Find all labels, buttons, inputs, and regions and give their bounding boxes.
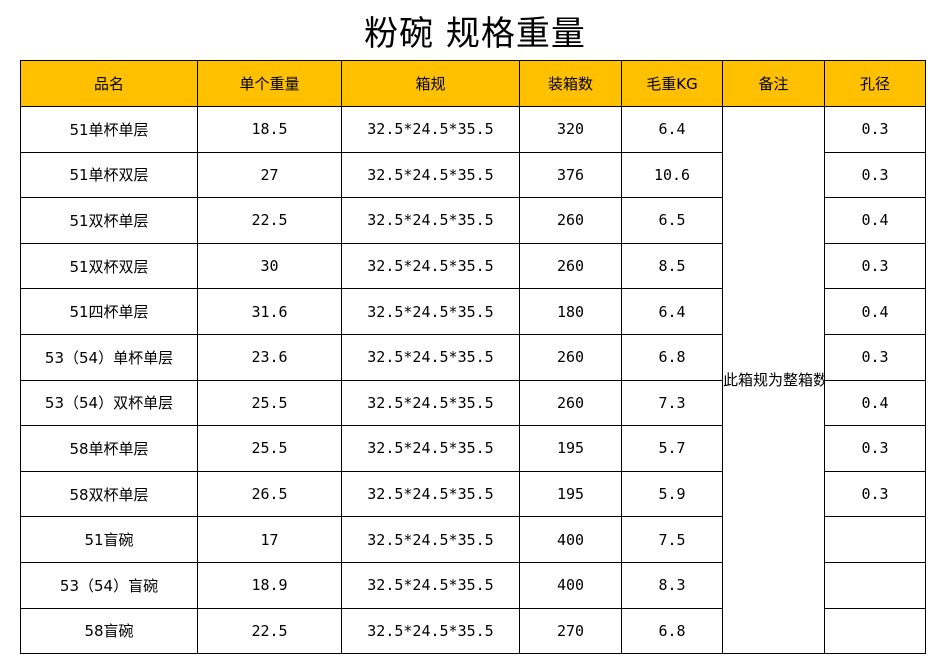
cell-hole-size: 0.3	[824, 425, 926, 472]
cell-gross-weight: 8.3	[621, 561, 723, 609]
cell-name: 51四杯单层	[20, 288, 198, 335]
cell-hole-size	[824, 561, 926, 609]
cell-gross-weight: 10.6	[621, 151, 723, 199]
table-row: 51双杯双层 30 32.5*24.5*35.5 260 8.5 0.3	[20, 242, 926, 290]
page-title: 粉碗 规格重量	[364, 14, 586, 54]
cell-unit-weight: 25.5	[197, 379, 342, 427]
cell-name: 53（54）单杯单层	[20, 333, 198, 381]
cell-name: 53（54）双杯单层	[20, 379, 198, 427]
table-row: 58双杯单层 26.5 32.5*24.5*35.5 195 5.9 0.3	[20, 470, 926, 518]
cell-gross-weight: 8.5	[621, 242, 723, 290]
table-row: 58盲碗 22.5 32.5*24.5*35.5 270 6.8	[20, 607, 926, 655]
cell-box-count: 376	[519, 151, 622, 199]
cell-hole-size: 0.4	[824, 197, 926, 244]
cell-unit-weight: 26.5	[197, 470, 342, 518]
table-row: 53（54）单杯单层 23.6 32.5*24.5*35.5 260 6.8 0.3	[20, 333, 926, 381]
cell-hole-size: 0.3	[824, 106, 926, 153]
cell-hole-size: 0.4	[824, 379, 926, 427]
cell-unit-weight: 18.9	[197, 561, 342, 609]
table-row: 51单杯双层 27 32.5*24.5*35.5 376 10.6 0.3	[20, 151, 926, 199]
cell-hole-size	[824, 607, 926, 655]
cell-gross-weight: 6.4	[621, 288, 723, 335]
cell-box-count: 400	[519, 561, 622, 609]
table-row: 51双杯单层 22.5 32.5*24.5*35.5 260 6.5 0.4	[20, 197, 926, 244]
cell-hole-size: 0.3	[824, 333, 926, 381]
table-row: 51四杯单层 31.6 32.5*24.5*35.5 180 6.4 0.4	[20, 288, 926, 335]
cell-unit-weight: 25.5	[197, 425, 342, 472]
cell-gross-weight: 6.5	[621, 197, 723, 244]
header-hole-size: 孔径	[824, 60, 926, 107]
cell-box-size: 32.5*24.5*35.5	[341, 288, 520, 335]
header-note: 备注	[722, 60, 825, 107]
cell-box-size: 32.5*24.5*35.5	[341, 607, 520, 655]
cell-gross-weight: 5.7	[621, 425, 723, 472]
cell-unit-weight: 17	[197, 516, 342, 563]
cell-unit-weight: 22.5	[197, 197, 342, 244]
table-row: 53（54）双杯单层 25.5 32.5*24.5*35.5 260 7.3 0.4	[20, 379, 926, 427]
cell-hole-size	[824, 516, 926, 563]
cell-name: 51盲碗	[20, 516, 198, 563]
header-name: 品名	[20, 60, 198, 107]
cell-box-count: 195	[519, 470, 622, 518]
cell-name: 51双杯单层	[20, 197, 198, 244]
cell-name: 58双杯单层	[20, 470, 198, 518]
cell-box-size: 32.5*24.5*35.5	[341, 197, 520, 244]
cell-unit-weight: 27	[197, 151, 342, 199]
cell-gross-weight: 5.9	[621, 470, 723, 518]
cell-box-size: 32.5*24.5*35.5	[341, 151, 520, 199]
cell-unit-weight: 22.5	[197, 607, 342, 655]
table-row: 53（54）盲碗 18.9 32.5*24.5*35.5 400 8.3	[20, 561, 926, 609]
cell-box-size: 32.5*24.5*35.5	[341, 425, 520, 472]
cell-name: 51单杯单层	[20, 106, 198, 153]
cell-box-size: 32.5*24.5*35.5	[341, 106, 520, 153]
cell-box-size: 32.5*24.5*35.5	[341, 561, 520, 609]
table-row: 51单杯单层18.532.5*24.5*35.53206.4此箱规为整箱数无独立…	[20, 105, 926, 655]
header-row: 品名 单个重量 箱规 装箱数 毛重KG 备注 孔径	[20, 60, 926, 107]
cell-box-size: 32.5*24.5*35.5	[341, 242, 520, 290]
cell-box-size: 32.5*24.5*35.5	[341, 333, 520, 381]
cell-unit-weight: 31.6	[197, 288, 342, 335]
cell-box-count: 260	[519, 242, 622, 290]
table-row: 58单杯单层 25.5 32.5*24.5*35.5 195 5.7 0.3	[20, 425, 926, 472]
cell-unit-weight: 18.5	[197, 106, 342, 153]
spec-table: 品名 单个重量 箱规 装箱数 毛重KG 备注 孔径 51单杯单层 18.5 32.5…	[20, 60, 926, 655]
cell-box-size: 32.5*24.5*35.5	[341, 379, 520, 427]
cell-box-count: 195	[519, 425, 622, 472]
cell-name: 58单杯单层	[20, 425, 198, 472]
header-box-size: 箱规	[341, 60, 520, 107]
cell-box-size: 32.5*24.5*35.5	[341, 470, 520, 518]
cell-box-count: 260	[519, 197, 622, 244]
cell-hole-size: 0.3	[824, 151, 926, 199]
cell-hole-size: 0.4	[824, 288, 926, 335]
cell-box-count: 260	[519, 379, 622, 427]
header-box-count: 装箱数	[519, 60, 622, 107]
cell-hole-size: 0.3	[824, 470, 926, 518]
cell-gross-weight: 7.5	[621, 516, 723, 563]
cell-gross-weight: 6.4	[621, 106, 723, 153]
cell-name: 58盲碗	[20, 607, 198, 655]
table-row: 51盲碗 17 32.5*24.5*35.5 400 7.5	[20, 516, 926, 563]
cell-box-count: 270	[519, 607, 622, 655]
cell-box-count: 320	[519, 106, 622, 153]
cell-box-count: 180	[519, 288, 622, 335]
cell-name: 51单杯双层	[20, 151, 198, 199]
cell-gross-weight: 6.8	[621, 333, 723, 381]
cell-box-size: 32.5*24.5*35.5	[341, 516, 520, 563]
cell-gross-weight: 6.8	[621, 607, 723, 655]
header-unit-weight: 单个重量	[197, 60, 342, 107]
cell-hole-size: 0.3	[824, 242, 926, 290]
cell-name: 53（54）盲碗	[20, 561, 198, 609]
cell-name: 51双杯双层	[20, 242, 198, 290]
cell-unit-weight: 30	[197, 242, 342, 290]
cell-unit-weight: 23.6	[197, 333, 342, 381]
cell-box-count: 260	[519, 333, 622, 381]
note-cell: 此箱规为整箱数无独立包装	[722, 105, 825, 655]
header-gross-weight: 毛重KG	[621, 60, 723, 107]
cell-box-count: 400	[519, 516, 622, 563]
cell-gross-weight: 7.3	[621, 379, 723, 427]
